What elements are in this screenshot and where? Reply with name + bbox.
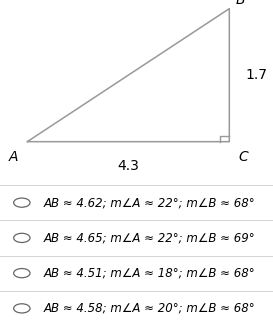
Text: 4.3: 4.3 [117, 159, 139, 173]
Text: 1.7: 1.7 [246, 68, 268, 82]
Circle shape [14, 233, 30, 243]
Circle shape [14, 198, 30, 207]
Circle shape [14, 304, 30, 313]
Text: B: B [236, 0, 245, 7]
Text: A: A [9, 150, 18, 164]
Circle shape [14, 269, 30, 278]
Text: AB ≈ 4.51; m∠A ≈ 18°; m∠B ≈ 68°: AB ≈ 4.51; m∠A ≈ 18°; m∠B ≈ 68° [44, 267, 255, 280]
Text: AB ≈ 4.58; m∠A ≈ 20°; m∠B ≈ 68°: AB ≈ 4.58; m∠A ≈ 20°; m∠B ≈ 68° [44, 302, 255, 315]
Text: AB ≈ 4.65; m∠A ≈ 22°; m∠B ≈ 69°: AB ≈ 4.65; m∠A ≈ 22°; m∠B ≈ 69° [44, 231, 255, 244]
Text: C: C [238, 150, 248, 164]
Text: AB ≈ 4.62; m∠A ≈ 22°; m∠B ≈ 68°: AB ≈ 4.62; m∠A ≈ 22°; m∠B ≈ 68° [44, 196, 255, 209]
